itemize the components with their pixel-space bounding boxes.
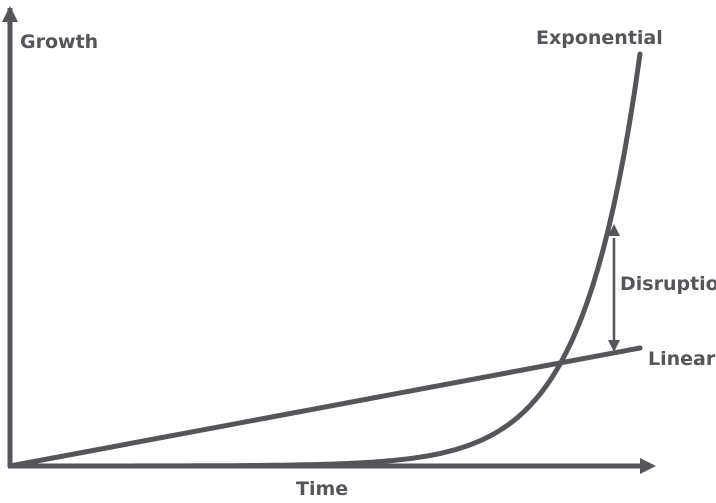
x-axis-label: Time	[296, 478, 348, 500]
y-axis-arrowhead	[2, 6, 18, 22]
y-axis-label: Growth	[20, 31, 98, 53]
disruption-arrowhead-top	[608, 224, 620, 236]
x-axis-arrowhead	[640, 458, 656, 474]
series-line-exponential	[7, 51, 643, 469]
series-line-linear	[7, 345, 643, 469]
disruption-arrowhead-bottom	[608, 340, 620, 352]
series-label-linear: Linear	[648, 348, 716, 370]
disruption-label: Disruption	[620, 273, 716, 295]
series-label-exponential: Exponential	[536, 27, 663, 49]
